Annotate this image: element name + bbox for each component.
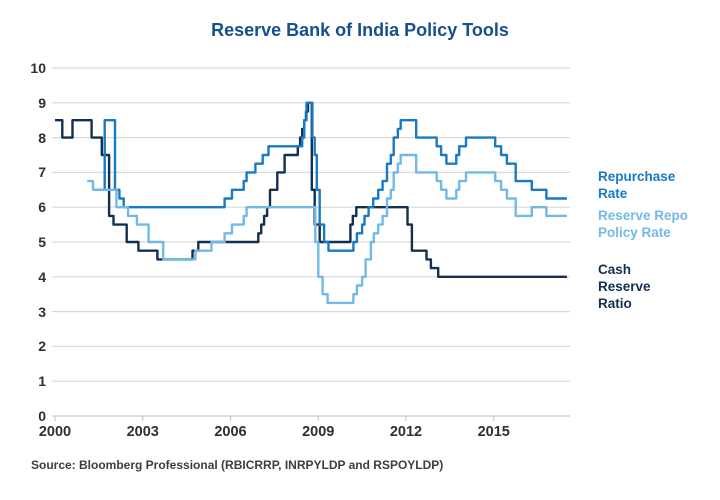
x-tick-label-2000: 2000 — [38, 424, 72, 440]
x-tick-label-2006: 2006 — [214, 424, 247, 440]
y-tick-label-6: 6 — [38, 199, 46, 216]
y-tick-label-10: 10 — [30, 60, 46, 76]
y-tick-label-2: 2 — [38, 338, 46, 355]
y-tick-label-0: 0 — [38, 408, 46, 424]
chart-title: Reserve Bank of India Policy Tools — [211, 20, 509, 40]
y-tick-label-3: 3 — [38, 303, 46, 320]
series-line-repurchase-rate — [93, 101, 567, 252]
legend-label-reserve-repo-policy-rate: Reserve Repo Policy Rate — [598, 208, 689, 240]
series-line-reserve-repo-policy-rate — [87, 153, 567, 305]
y-tick-label-7: 7 — [38, 164, 46, 181]
source-note: Source: Bloomberg Professional (RBICRRP,… — [31, 458, 444, 472]
y-tick-label-9: 9 — [38, 94, 46, 111]
legend-label-cash-reserve-ratio: Cash Reserve Ratio — [598, 262, 651, 311]
y-tick-label-4: 4 — [38, 268, 46, 285]
y-tick-label-1: 1 — [38, 373, 46, 390]
y-tick-label-5: 5 — [38, 234, 46, 250]
legend-label-repurchase-rate: Repurchase Rate — [598, 169, 676, 201]
series-line-cash-reserve-ratio — [55, 101, 567, 278]
y-tick-label-8: 8 — [38, 129, 46, 146]
x-tick-label-2009: 2009 — [302, 424, 335, 440]
x-tick-label-2015: 2015 — [477, 424, 510, 440]
x-tick-label-2003: 2003 — [126, 424, 159, 440]
x-tick-label-2012: 2012 — [389, 424, 423, 440]
